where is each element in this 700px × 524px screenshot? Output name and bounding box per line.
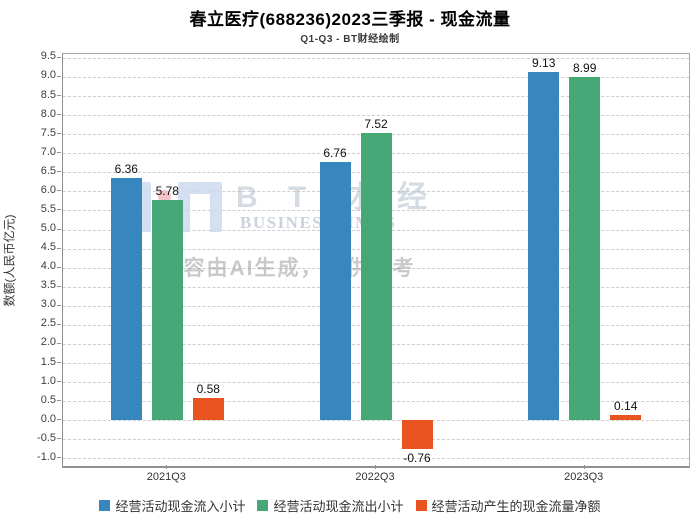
- chart-title: 春立医疗(688236)2023三季报 - 现金流量: [189, 10, 511, 29]
- bar: [528, 71, 560, 421]
- gridline: [63, 76, 689, 78]
- y-tick: [57, 400, 61, 402]
- bar: [401, 420, 433, 450]
- y-tick: [57, 285, 61, 287]
- bar: [360, 133, 392, 421]
- bar: [151, 199, 183, 421]
- y-tick: [57, 114, 61, 115]
- bar-value-label: 9.13: [532, 55, 556, 70]
- y-tick-label: 2.5: [40, 317, 56, 330]
- legend-label: 经营活动现金流入小计: [115, 499, 246, 514]
- y-tick: [57, 266, 61, 268]
- y-tick-label: 7.5: [40, 126, 56, 139]
- legend-item: 经营活动现金流出小计: [257, 496, 404, 515]
- y-tick: [57, 247, 61, 249]
- bar-value-label: 7.52: [364, 117, 388, 132]
- y-tick-label: 9.0: [40, 69, 56, 82]
- bar-value-label: -0.76: [403, 451, 431, 466]
- y-tick: [57, 457, 61, 459]
- y-tick: [57, 362, 61, 363]
- legend-swatch-icon: [99, 500, 111, 511]
- chart-subtitle: Q1-Q3 - BT财经绘制: [300, 34, 400, 45]
- legend-label: 经营活动现金流出小计: [273, 499, 404, 514]
- y-tick-label: 4.0: [40, 260, 56, 273]
- y-tick-label: 7.0: [40, 145, 56, 158]
- y-tick-label: 9.5: [40, 50, 56, 63]
- y-tick: [57, 419, 61, 421]
- gridline: [63, 458, 689, 460]
- y-tick: [57, 342, 61, 344]
- y-tick-label: 5.0: [40, 222, 56, 234]
- legend-label: 经营活动产生的现金流量净额: [431, 499, 601, 514]
- y-tick-label: -1.0: [37, 450, 56, 463]
- y-tick: [57, 438, 61, 440]
- legend-item: 经营活动产生的现金流量净额: [415, 496, 601, 515]
- y-tick-label: 5.5: [40, 202, 56, 215]
- x-tick: [583, 465, 585, 469]
- legend-swatch-icon: [415, 500, 427, 511]
- legend-swatch-icon: [257, 500, 269, 511]
- y-tick-label: 1.5: [40, 355, 56, 368]
- y-tick: [57, 381, 61, 383]
- y-tick: [57, 209, 61, 211]
- bar-value-label: 6.36: [114, 161, 138, 176]
- y-tick-label: 6.0: [40, 183, 56, 196]
- x-tick: [375, 465, 376, 469]
- y-tick: [57, 190, 61, 192]
- y-tick: [57, 152, 61, 154]
- bar: [610, 414, 642, 421]
- bar: [192, 398, 224, 421]
- y-tick-label: 8.5: [40, 88, 56, 101]
- y-tick-label: -0.5: [37, 431, 56, 444]
- bar-value-label: 0.58: [196, 382, 220, 397]
- y-tick-label: 2.0: [40, 336, 56, 349]
- y-tick-label: 1.0: [40, 374, 56, 387]
- bar-value-label: 6.76: [323, 146, 347, 161]
- gridline: [63, 115, 689, 116]
- x-tick-label: 2021Q3: [146, 471, 186, 483]
- bar-value-label: 5.78: [155, 183, 179, 198]
- y-tick-label: 6.5: [40, 164, 56, 177]
- bar: [569, 77, 601, 421]
- y-tick: [57, 323, 61, 325]
- x-tick-label: 2022Q3: [355, 471, 395, 483]
- x-tick-label: 2023Q3: [564, 471, 604, 483]
- bar: [319, 162, 351, 421]
- gridline: [63, 420, 689, 422]
- legend-item: 经营活动现金流入小计: [99, 496, 245, 515]
- y-tick: [57, 56, 61, 58]
- x-tick: [166, 465, 168, 469]
- bar-value-label: 8.99: [573, 61, 597, 76]
- y-tick-label: 4.5: [40, 241, 56, 254]
- y-tick: [57, 228, 61, 230]
- y-tick-label: 8.0: [40, 107, 56, 120]
- y-tick: [57, 304, 61, 306]
- bar-value-label: 0.14: [614, 398, 638, 413]
- y-tick-label: 3.0: [40, 298, 56, 311]
- plot-area: 6.36 5.78 0.58 6.76 7.52 -0.76 9.13 8.99 0.14: [62, 53, 690, 468]
- y-tick: [57, 171, 61, 173]
- y-tick-label: 3.5: [40, 279, 56, 292]
- gridline: [63, 96, 689, 97]
- bar: [110, 177, 142, 421]
- y-tick: [57, 75, 61, 77]
- y-tick: [57, 95, 61, 96]
- y-tick: [57, 133, 61, 135]
- legend: 经营活动现金流入小计 经营活动现金流出小计 经营活动产生的现金流量净额: [0, 496, 700, 515]
- y-tick-label: 0.0: [40, 412, 56, 425]
- gridline: [63, 57, 689, 59]
- y-tick-label: 0.5: [40, 393, 56, 406]
- gridline: [63, 439, 689, 441]
